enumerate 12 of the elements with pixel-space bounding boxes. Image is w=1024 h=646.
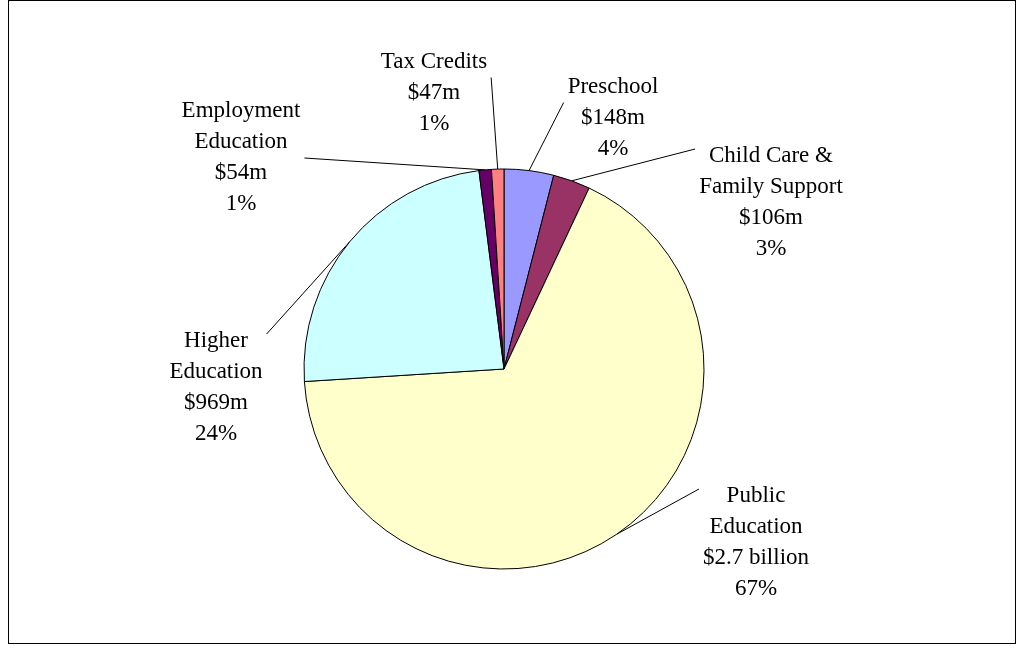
slice-label: Tax Credits — [380, 47, 488, 73]
slice-label: Higher Education — [169, 327, 264, 383]
data-label: $148m 4% — [581, 103, 646, 160]
data-label: $2.7 billion 67% — [702, 544, 810, 600]
slice-label: Public Education — [709, 482, 804, 538]
data-label: $47m 1% — [407, 78, 461, 135]
slice-label: Preschool — [567, 72, 659, 98]
slice-label: Child Care & Family Support — [699, 142, 844, 198]
data-label: $54m 1% — [214, 159, 268, 215]
data-label: $106m 3% — [739, 204, 804, 260]
data-label: $969m 24% — [184, 389, 249, 445]
slice-label: Employment Education — [181, 97, 302, 153]
